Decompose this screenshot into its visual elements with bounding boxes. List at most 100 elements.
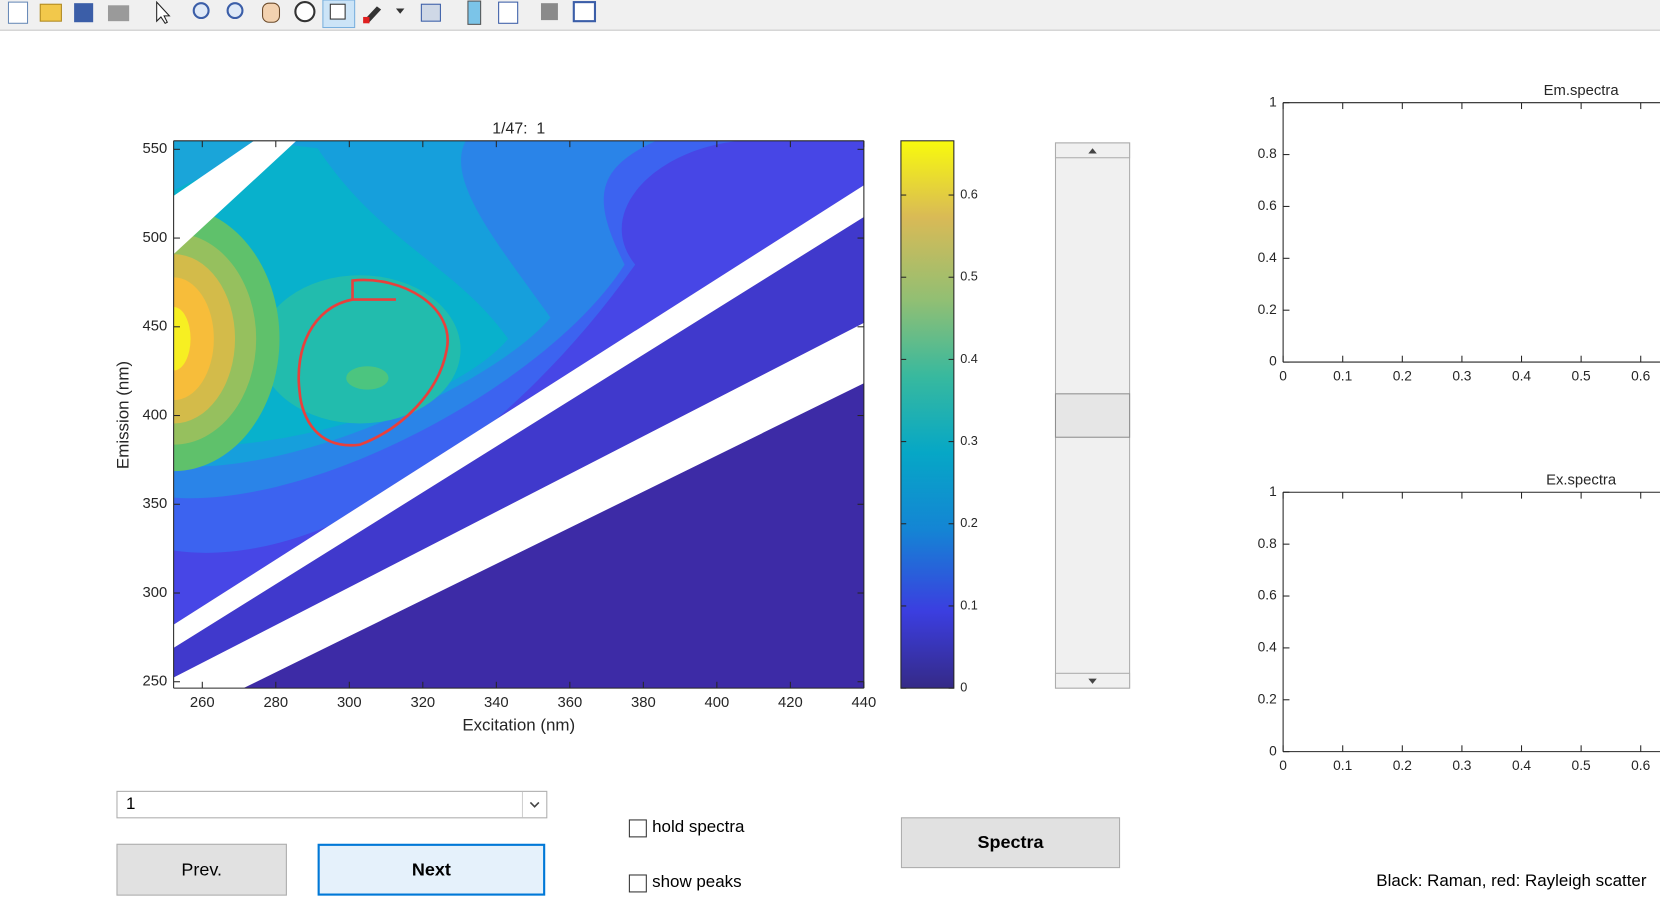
y-tick-label: 350: [143, 496, 168, 512]
link-icon[interactable]: [420, 3, 441, 22]
checkbox-box[interactable]: [628, 818, 647, 837]
show-peaks-checkbox[interactable]: show peaks: [628, 873, 742, 892]
contour-level: [259, 275, 461, 424]
hold-spectra-checkbox[interactable]: hold spectra: [628, 818, 745, 837]
x-tick-label: 380: [631, 695, 656, 711]
x-tick-label: 0.4: [1512, 369, 1531, 384]
x-tick-label: 0.2: [1393, 369, 1412, 384]
contour-level: [173, 307, 191, 371]
y-tick-label: 250: [143, 674, 168, 690]
x-tick-label: 360: [557, 695, 582, 711]
x-tick-label: 0.3: [1452, 758, 1471, 773]
y-tick-label: 0.8: [1258, 536, 1277, 551]
x-tick-label: 0.5: [1572, 758, 1591, 773]
y-tick-label: 0.6: [1258, 198, 1277, 213]
y-tick-label: 1: [1269, 484, 1277, 499]
next-button[interactable]: Next: [317, 843, 546, 896]
x-tick-label: 0.6: [1631, 758, 1650, 773]
x-tick-label: 0: [1279, 369, 1287, 384]
y-tick-label: 1: [1269, 94, 1277, 109]
y-tick-label: 0: [1269, 743, 1277, 758]
dock-icon[interactable]: [572, 1, 597, 23]
checkbox-label: hold spectra: [652, 818, 745, 837]
colorbar-tick-label: 0.3: [960, 434, 978, 448]
slider-down-arrow: [1088, 678, 1097, 684]
checkbox-box[interactable]: [628, 873, 647, 892]
brush-mark: [363, 16, 370, 24]
colorbar-tick-label: 0.1: [960, 598, 978, 612]
y-tick-label: 0.6: [1258, 588, 1277, 603]
y-tick-label: 0.8: [1258, 146, 1277, 161]
spectra-button[interactable]: Spectra: [900, 817, 1121, 869]
brush-dropdown[interactable]: [395, 8, 405, 14]
axis-title: Em.spectra: [1544, 83, 1620, 99]
x-tick-label: 0.2: [1393, 758, 1412, 773]
dropdown-arrow[interactable]: [521, 791, 546, 818]
y-tick-label: 400: [143, 407, 168, 423]
prev-button[interactable]: Prev.: [116, 843, 287, 896]
y-tick-label: 300: [143, 585, 168, 601]
toolbar-bg: [0, 0, 1660, 30]
y-tick-label: 500: [143, 230, 168, 246]
x-tick-label: 320: [410, 695, 435, 711]
y-tick-label: 0.4: [1258, 250, 1277, 265]
x-tick-label: 0.6: [1631, 369, 1650, 384]
y-tick-label: 450: [143, 319, 168, 335]
pan-icon[interactable]: [262, 2, 281, 23]
save-icon[interactable]: [74, 3, 94, 23]
colorbar-tick-label: 0.6: [960, 187, 978, 201]
x-tick-label: 280: [263, 695, 288, 711]
y-tick-label: 0.2: [1258, 691, 1277, 706]
x-tick-label: 300: [337, 695, 362, 711]
x-axis-label: Excitation (nm): [462, 716, 575, 735]
colorbar-tick-label: 0: [960, 680, 967, 694]
slider[interactable]: [1054, 142, 1131, 689]
contour-plot: [173, 140, 864, 689]
zoom-in-icon[interactable]: [192, 2, 210, 20]
dropdown-value: 1: [125, 795, 136, 814]
x-tick-label: 420: [778, 695, 803, 711]
legend-icon[interactable]: [498, 1, 519, 24]
slider-thumb[interactable]: [1054, 393, 1131, 438]
hide-tools-icon[interactable]: [540, 3, 558, 21]
x-tick-label: 400: [704, 695, 729, 711]
y-axis-label: Emission (nm): [113, 361, 132, 469]
contour-level: [173, 277, 214, 401]
colorbar-tick-label: 0.5: [960, 270, 978, 284]
dropdown[interactable]: 1: [116, 790, 548, 819]
y-tick-label: 0: [1269, 354, 1277, 369]
x-tick-label: 440: [852, 695, 877, 711]
x-tick-label: 0.4: [1512, 758, 1531, 773]
x-tick-label: 260: [190, 695, 215, 711]
axis-title: Ex.spectra: [1546, 473, 1617, 489]
new-icon[interactable]: [7, 1, 29, 24]
dropdown-arrow-icon: [529, 801, 540, 808]
rotate-icon[interactable]: [294, 1, 316, 23]
contour-level: [346, 366, 389, 390]
colorbar-tick-label: 0.2: [960, 516, 978, 530]
axis-title: 1/47: 1: [492, 120, 545, 137]
print-icon[interactable]: [107, 5, 130, 22]
toolbar: [0, 0, 1660, 31]
y-tick-label: 550: [143, 141, 168, 157]
slider-up-arrow: [1088, 148, 1097, 154]
annotation-circle: [297, 278, 449, 447]
x-tick-label: 0.3: [1452, 369, 1471, 384]
contour-level: [173, 217, 864, 678]
legend-note: Black: Raman, red: Rayleigh scatter: [1376, 872, 1647, 891]
colorbar-icon[interactable]: [467, 0, 482, 25]
colorbar-tick-label: 0.4: [960, 352, 978, 366]
x-tick-label: 0.5: [1572, 369, 1591, 384]
open-icon[interactable]: [39, 3, 62, 22]
checkbox-label: show peaks: [652, 873, 742, 892]
pointer-icon[interactable]: [156, 0, 171, 24]
x-tick-label: 0.1: [1333, 758, 1352, 773]
x-tick-label: 0.1: [1333, 369, 1352, 384]
raman-band: [173, 322, 864, 689]
y-tick-label: 0.4: [1258, 640, 1277, 655]
datatip-glyph: [329, 3, 346, 20]
zoom-out-icon[interactable]: [226, 2, 244, 20]
y-tick-label: 0.2: [1258, 302, 1277, 317]
